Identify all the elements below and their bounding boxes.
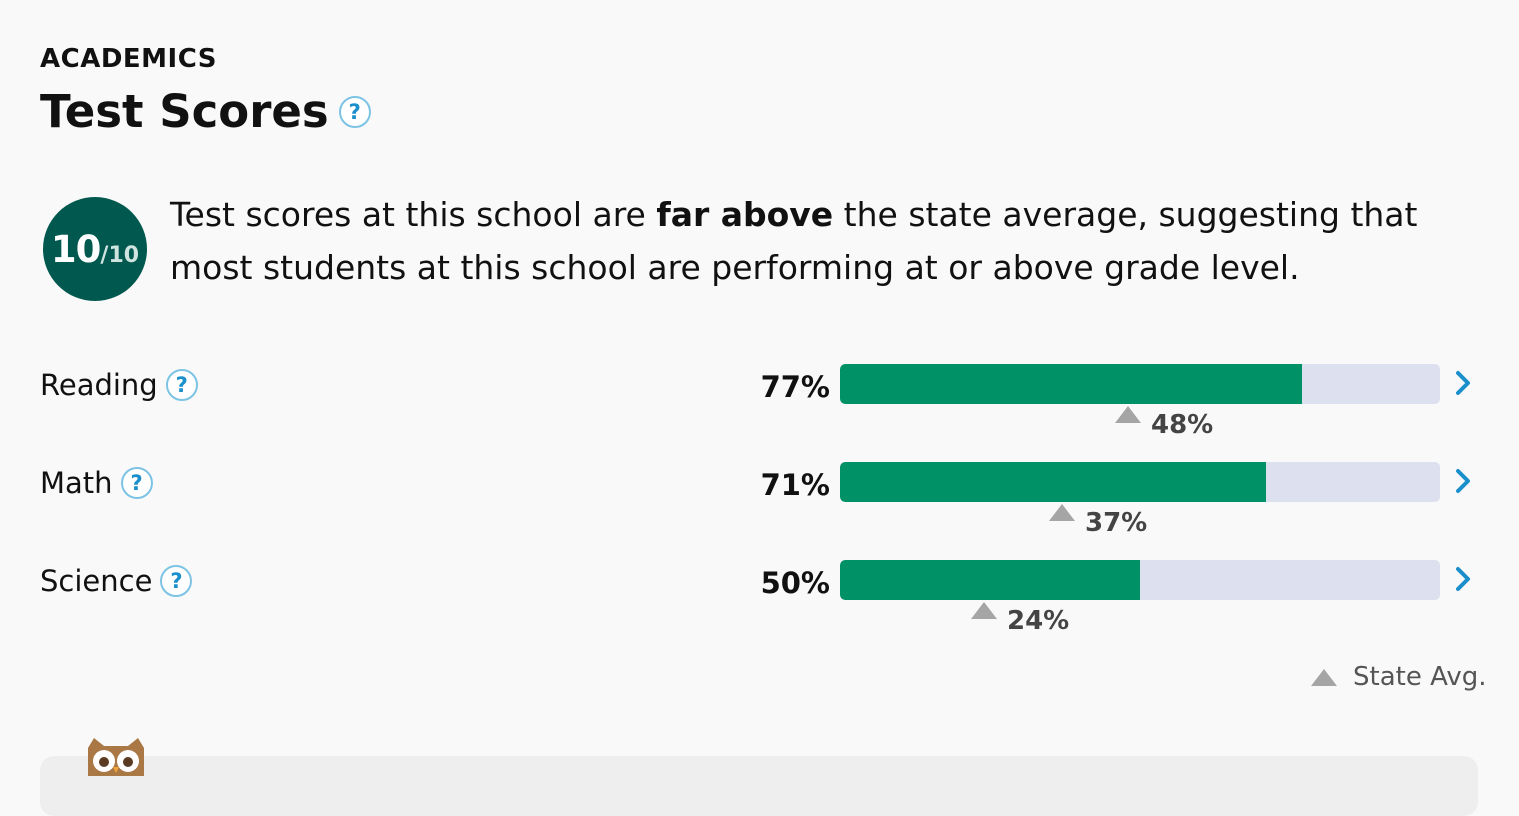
state-average-value: 37% (1085, 508, 1148, 538)
section-label: ACADEMICS (40, 44, 218, 74)
subject-label: Math (40, 466, 113, 500)
chevron-right-icon[interactable] (1452, 564, 1476, 594)
subject-row-math: Math ? 71% 37% (0, 462, 1519, 552)
score-bar-track (840, 560, 1440, 600)
rating-badge: 10 /10 (43, 197, 147, 301)
score-bar-fill (840, 462, 1266, 502)
subject-score: 71% (760, 468, 830, 502)
state-average-triangle-icon (1311, 668, 1337, 686)
state-average-value: 24% (1007, 606, 1070, 636)
state-average-marker: 48% (1115, 406, 1213, 440)
page-title: Test Scores (40, 85, 329, 138)
chevron-right-icon[interactable] (1452, 466, 1476, 496)
state-average-marker: 24% (971, 602, 1069, 636)
summary-text-before: Test scores at this school are (170, 195, 657, 234)
subject-label: Reading (40, 368, 158, 402)
score-bar-track (840, 364, 1440, 404)
legend-label: State Avg. (1353, 662, 1487, 692)
summary-emphasis: far above (656, 195, 834, 234)
chevron-right-icon[interactable] (1452, 368, 1476, 398)
state-average-marker: 37% (1049, 504, 1147, 538)
rating-summary: Test scores at this school are far above… (170, 188, 1470, 294)
help-icon[interactable]: ? (165, 369, 198, 401)
subject-label-group: Science ? (40, 564, 193, 598)
score-bar-track (840, 462, 1440, 502)
subject-label: Science (40, 564, 153, 598)
subject-label-group: Reading ? (40, 368, 198, 402)
subject-label-group: Math ? (40, 466, 153, 500)
subject-score: 77% (760, 370, 830, 404)
rating-max: /10 (100, 243, 140, 268)
summary-text-after: the state average, suggesting that most … (170, 195, 1418, 287)
subject-score: 50% (760, 566, 830, 600)
help-icon[interactable]: ? (120, 467, 153, 499)
subject-row-science: Science ? 50% 24% (0, 560, 1519, 650)
state-average-value: 48% (1151, 410, 1214, 440)
help-icon[interactable]: ? (338, 96, 371, 128)
state-average-legend: State Avg. (1311, 662, 1487, 692)
title-row: Test Scores ? (40, 84, 371, 140)
owl-mascot-icon (88, 738, 144, 776)
score-bar-fill (840, 364, 1302, 404)
tip-card (40, 756, 1478, 816)
state-average-triangle-icon (1049, 504, 1075, 521)
rating-score: 10 (50, 228, 101, 271)
state-average-triangle-icon (971, 602, 997, 619)
help-icon[interactable]: ? (160, 565, 193, 597)
state-average-triangle-icon (1115, 406, 1141, 423)
subject-row-reading: Reading ? 77% 48% (0, 364, 1519, 454)
score-bar-fill (840, 560, 1140, 600)
